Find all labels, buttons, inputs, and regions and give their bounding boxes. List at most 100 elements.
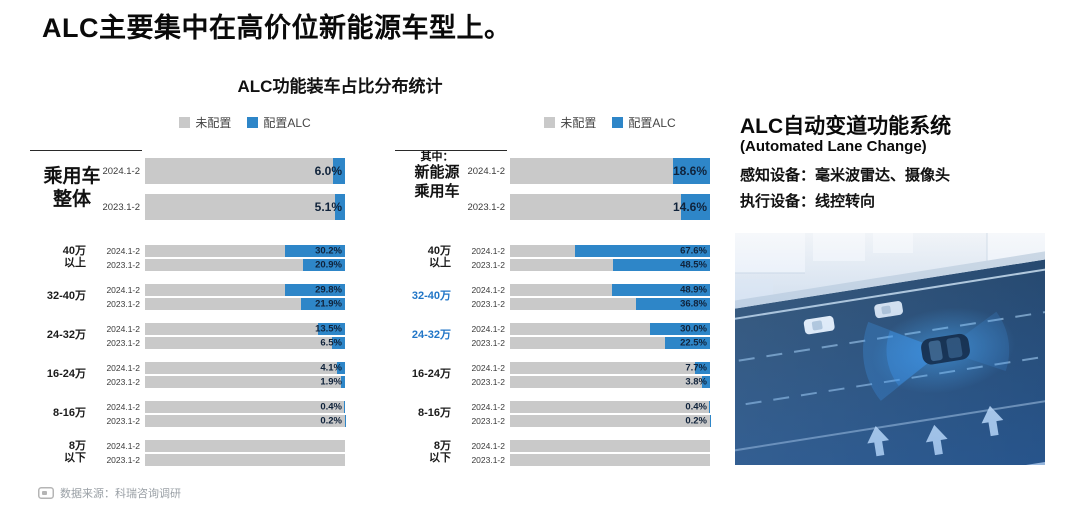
bar-segment-not-equipped — [510, 440, 710, 452]
group-label-nev: 其中： 新能源 乘用车 — [395, 150, 479, 202]
stacked-bar: 67.6% — [510, 245, 710, 257]
bar-segment-not-equipped — [145, 245, 285, 257]
stacked-bar — [145, 454, 345, 466]
info-actuation-devices: 执行设备：线控转向 — [740, 193, 876, 210]
segment-label: 8-16万 — [52, 407, 86, 420]
legend-label-equipped: 配置ALC — [263, 116, 311, 130]
bar-period-label: 2024.1-2 — [467, 165, 505, 177]
bar-segment-not-equipped — [145, 362, 337, 374]
group-label-prefix: 其中： — [420, 151, 454, 163]
page-title: ALC主要集中在高价位新能源车型上。 — [42, 13, 512, 43]
bar-row: 2023.1-2 48.5% — [455, 259, 710, 271]
stacked-bar: 48.5% — [510, 259, 710, 271]
legend-swatch-blue — [247, 117, 259, 128]
info-perception-devices: 感知设备：毫米波雷达、摄像头 — [740, 167, 951, 184]
bar-row: 2024.1-2 48.9% — [455, 284, 710, 296]
bar-period-label: 2023.1-2 — [471, 416, 505, 426]
bar-segment-not-equipped — [145, 323, 318, 335]
bar-row: 2023.1-2 1.9% — [90, 376, 345, 388]
bar-period-label: 2023.1-2 — [471, 377, 505, 387]
bar-value-label: 6.5% — [320, 337, 342, 349]
bar-segment-not-equipped — [510, 454, 710, 466]
segment-label: 16-24万 — [46, 368, 86, 381]
bar-period-label: 2023.1-2 — [106, 377, 140, 387]
divider-line — [395, 150, 507, 151]
bar-period-label: 2024.1-2 — [471, 402, 505, 412]
bar-segment-alc — [672, 158, 710, 184]
stacked-bar: 30.0% — [510, 323, 710, 335]
bar-value-label: 6.0% — [314, 164, 342, 178]
stacked-bar: 3.8% — [510, 376, 710, 388]
bar-value-label: 0.4% — [320, 401, 342, 413]
info-panel-subtitle-en: (Automated Lane Change) — [740, 138, 927, 155]
stacked-bar: 5.1% — [145, 194, 345, 220]
bar-period-label: 2024.1-2 — [471, 324, 505, 334]
alc-scene-image — [735, 233, 1045, 465]
divider-line — [30, 150, 142, 151]
bar-value-label: 29.8% — [315, 284, 342, 296]
legend-item-not-equipped: 未配置 — [179, 114, 231, 131]
bar-value-label: 30.0% — [680, 323, 707, 335]
stacked-bar — [145, 440, 345, 452]
legend-label-equipped: 配置ALC — [628, 116, 676, 130]
stacked-bar: 20.9% — [145, 259, 345, 271]
bar-segment-not-equipped — [145, 440, 345, 452]
bar-value-label: 0.4% — [685, 401, 707, 413]
bar-segment-alc — [574, 245, 710, 257]
bar-segment-alc — [301, 298, 345, 310]
bar-segment-not-equipped — [510, 259, 613, 271]
bar-value-label: 21.9% — [315, 298, 342, 310]
bar-row: 2024.1-2 6.0% — [90, 158, 345, 184]
bar-period-label: 2023.1-2 — [106, 338, 140, 348]
bar-segment-alc — [665, 337, 710, 349]
bar-segment-not-equipped — [145, 284, 286, 296]
segment-label: 40万 以上 — [427, 245, 451, 269]
stacked-bar: 0.4% — [145, 401, 345, 413]
bar-segment-not-equipped — [145, 298, 302, 310]
bar-row: 2024.1-2 30.0% — [455, 323, 710, 335]
legend-swatch-gray — [544, 117, 556, 128]
bar-row: 2023.1-2 36.8% — [455, 298, 710, 310]
bar-segment-alc — [334, 194, 345, 220]
bar-segment-alc — [709, 401, 710, 413]
bar-segment-not-equipped — [145, 337, 332, 349]
stacked-bar: 4.1% — [145, 362, 345, 374]
bar-period-label: 2023.1-2 — [106, 299, 140, 309]
bar-row: 2024.1-2 18.6% — [455, 158, 710, 184]
bar-segment-alc — [332, 337, 345, 349]
bar-segment-not-equipped — [510, 415, 710, 427]
bar-segment-alc — [341, 376, 345, 388]
segment-label: 32-40万 — [46, 290, 86, 303]
bar-row: 2023.1-2 0.2% — [455, 415, 710, 427]
bar-row: 2024.1-2 67.6% — [455, 245, 710, 257]
bar-value-label: 67.6% — [680, 245, 707, 257]
stacked-bar: 18.6% — [510, 158, 710, 184]
bar-segment-alc — [702, 376, 710, 388]
source-logo-icon — [38, 487, 54, 499]
segment-label: 24-32万 — [411, 329, 451, 342]
stacked-bar: 0.2% — [510, 415, 710, 427]
bar-segment-not-equipped — [510, 284, 613, 296]
bar-value-label: 48.5% — [680, 259, 707, 271]
group-label-line: 乘用车 — [414, 183, 460, 201]
bar-row: 2024.1-2 — [455, 440, 710, 452]
stacked-bar: 48.9% — [510, 284, 710, 296]
bar-segment-not-equipped — [145, 415, 345, 427]
bar-row: 2024.1-2 0.4% — [455, 401, 710, 413]
bar-row: 2024.1-2 30.2% — [90, 245, 345, 257]
segment-label: 32-40万 — [411, 290, 451, 303]
chart-overall: 乘用车 整体 2024.1-2 6.0% 2023.1-2 5.1% 40万 以上 202… — [30, 150, 360, 485]
bar-segment-alc — [318, 323, 345, 335]
bar-period-label: 2024.1-2 — [106, 285, 140, 295]
stacked-bar — [510, 454, 710, 466]
bar-segment-not-equipped — [510, 245, 575, 257]
bar-segment-not-equipped — [510, 401, 710, 413]
bar-row: 2024.1-2 — [90, 440, 345, 452]
bar-row: 2023.1-2 — [455, 454, 710, 466]
bar-segment-alc — [336, 362, 345, 374]
bar-segment-not-equipped — [510, 158, 673, 184]
segment-label: 8万 以下 — [429, 440, 451, 464]
stacked-bar: 6.0% — [145, 158, 345, 184]
bar-period-label: 2023.1-2 — [106, 260, 140, 270]
